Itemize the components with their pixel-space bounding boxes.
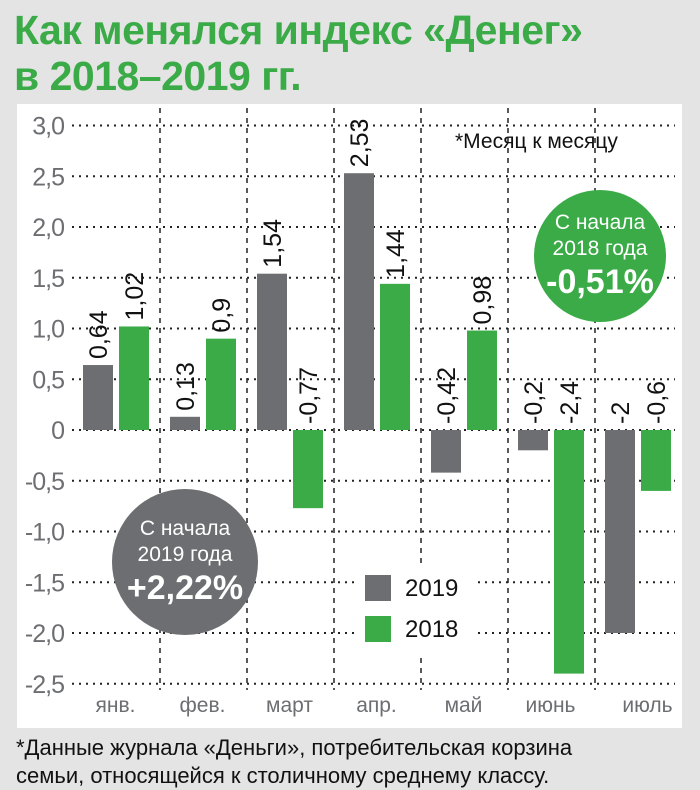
y-tick-label: 0 xyxy=(51,417,64,445)
bar-2018-0 xyxy=(119,326,149,430)
x-tick-label: фев. xyxy=(180,694,226,717)
badge-2019-line1: С начала xyxy=(139,517,231,540)
x-tick-label: янв. xyxy=(96,694,136,717)
bar-2018-6 xyxy=(641,430,671,491)
data-label-2018-0: 1,02 xyxy=(121,272,149,321)
y-tick-label: 1,0 xyxy=(32,316,64,344)
badge-since-2018: С начала 2018 года -0,51% xyxy=(534,190,666,322)
badge-2019-value: +2,22% xyxy=(126,569,244,607)
data-label-2018-6: -0,6 xyxy=(643,381,671,424)
x-tick-label: май xyxy=(445,694,483,717)
badge-2019-line2: 2019 года xyxy=(137,543,233,566)
x-tick-label: март xyxy=(266,694,313,717)
y-tick-label: 2,5 xyxy=(32,163,64,191)
y-tick-label: -1,5 xyxy=(25,569,64,597)
legend-label-2019: 2019 xyxy=(405,575,459,602)
y-tick-label: 1,5 xyxy=(32,265,64,293)
data-label-2019-1: 0,13 xyxy=(172,362,200,411)
title-line-2: в 2018–2019 гг. xyxy=(14,53,302,99)
title-line-1: Как менялся индекс «Денег» xyxy=(14,7,583,53)
data-label-2019-2: 1,54 xyxy=(259,219,287,268)
bar-2019-6 xyxy=(605,430,635,633)
y-tick-label: -1,0 xyxy=(25,519,64,547)
data-label-2019-5: -0,2 xyxy=(520,381,548,424)
data-label-2019-0: 0,64 xyxy=(85,310,113,359)
footnote-line-2: семьи, относящейся к столичному среднему… xyxy=(16,763,550,788)
legend: 2019 2018 xyxy=(355,565,475,655)
data-label-2019-6: -2 xyxy=(607,402,635,424)
y-tick-label: 0,5 xyxy=(32,366,64,394)
badge-2018-line2: 2018 года xyxy=(552,237,648,260)
bar-2018-4 xyxy=(467,330,497,430)
chart-note: *Месяц к месяцу xyxy=(455,130,618,153)
y-tick-label: -2,0 xyxy=(25,620,64,648)
y-tick-label: 3,0 xyxy=(32,113,64,141)
x-tick-label: июль xyxy=(622,694,672,717)
bar-2019-4 xyxy=(431,430,461,473)
data-label-2018-5: -2,4 xyxy=(556,381,584,424)
data-label-2018-2: -0,77 xyxy=(295,367,323,424)
y-tick-label: -0,5 xyxy=(25,468,64,496)
bar-2019-0 xyxy=(83,365,113,430)
legend-swatch-2018 xyxy=(365,616,391,642)
bar-2019-3 xyxy=(344,173,374,430)
badge-2018-value: -0,51% xyxy=(546,263,654,301)
badge-2018-line1: С начала xyxy=(554,211,646,234)
data-label-2018-3: 1,44 xyxy=(382,229,410,278)
bar-2018-1 xyxy=(206,338,236,430)
bar-2019-2 xyxy=(257,273,287,430)
data-label-2018-4: 0,98 xyxy=(469,276,497,325)
y-tick-label: 2,0 xyxy=(32,214,64,242)
bar-2018-2 xyxy=(293,430,323,509)
data-label-2018-1: 0,9 xyxy=(208,298,236,333)
bar-2018-3 xyxy=(380,283,410,430)
legend-swatch-2019 xyxy=(365,575,391,601)
data-label-2019-3: 2,53 xyxy=(346,119,374,168)
legend-label-2018: 2018 xyxy=(405,616,459,643)
data-label-2019-4: -0,42 xyxy=(433,367,461,424)
footnote-line-1: *Данные журнала «Деньги», потребительска… xyxy=(16,735,573,760)
bar-2019-1 xyxy=(170,416,200,430)
x-tick-label: апр. xyxy=(356,694,397,717)
bar-2018-5 xyxy=(554,430,584,674)
x-tick-label: июнь xyxy=(525,694,575,717)
y-tick-label: -2,5 xyxy=(25,671,64,699)
badge-since-2019: С начала 2019 года +2,22% xyxy=(112,489,258,635)
bar-2019-5 xyxy=(518,430,548,451)
